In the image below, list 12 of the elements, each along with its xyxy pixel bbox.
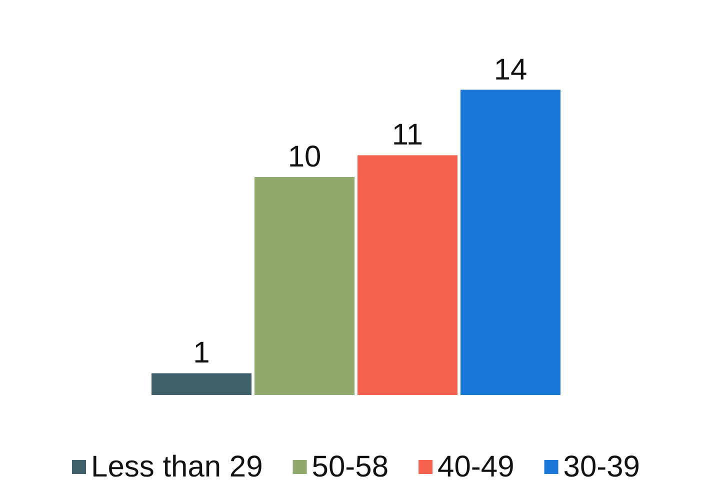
data-label: 11 bbox=[392, 118, 424, 152]
legend-label: 30-39 bbox=[563, 450, 640, 484]
data-label: 14 bbox=[494, 53, 528, 86]
bar bbox=[358, 155, 458, 395]
data-label: 10 bbox=[288, 140, 322, 174]
bar bbox=[254, 177, 354, 395]
legend-label: 40-49 bbox=[438, 450, 514, 484]
bar bbox=[460, 90, 560, 395]
data-label: 1 bbox=[193, 336, 210, 370]
legend-label: Less than 29 bbox=[91, 450, 263, 484]
bar bbox=[152, 373, 252, 395]
legend-label: 50-58 bbox=[312, 450, 389, 484]
